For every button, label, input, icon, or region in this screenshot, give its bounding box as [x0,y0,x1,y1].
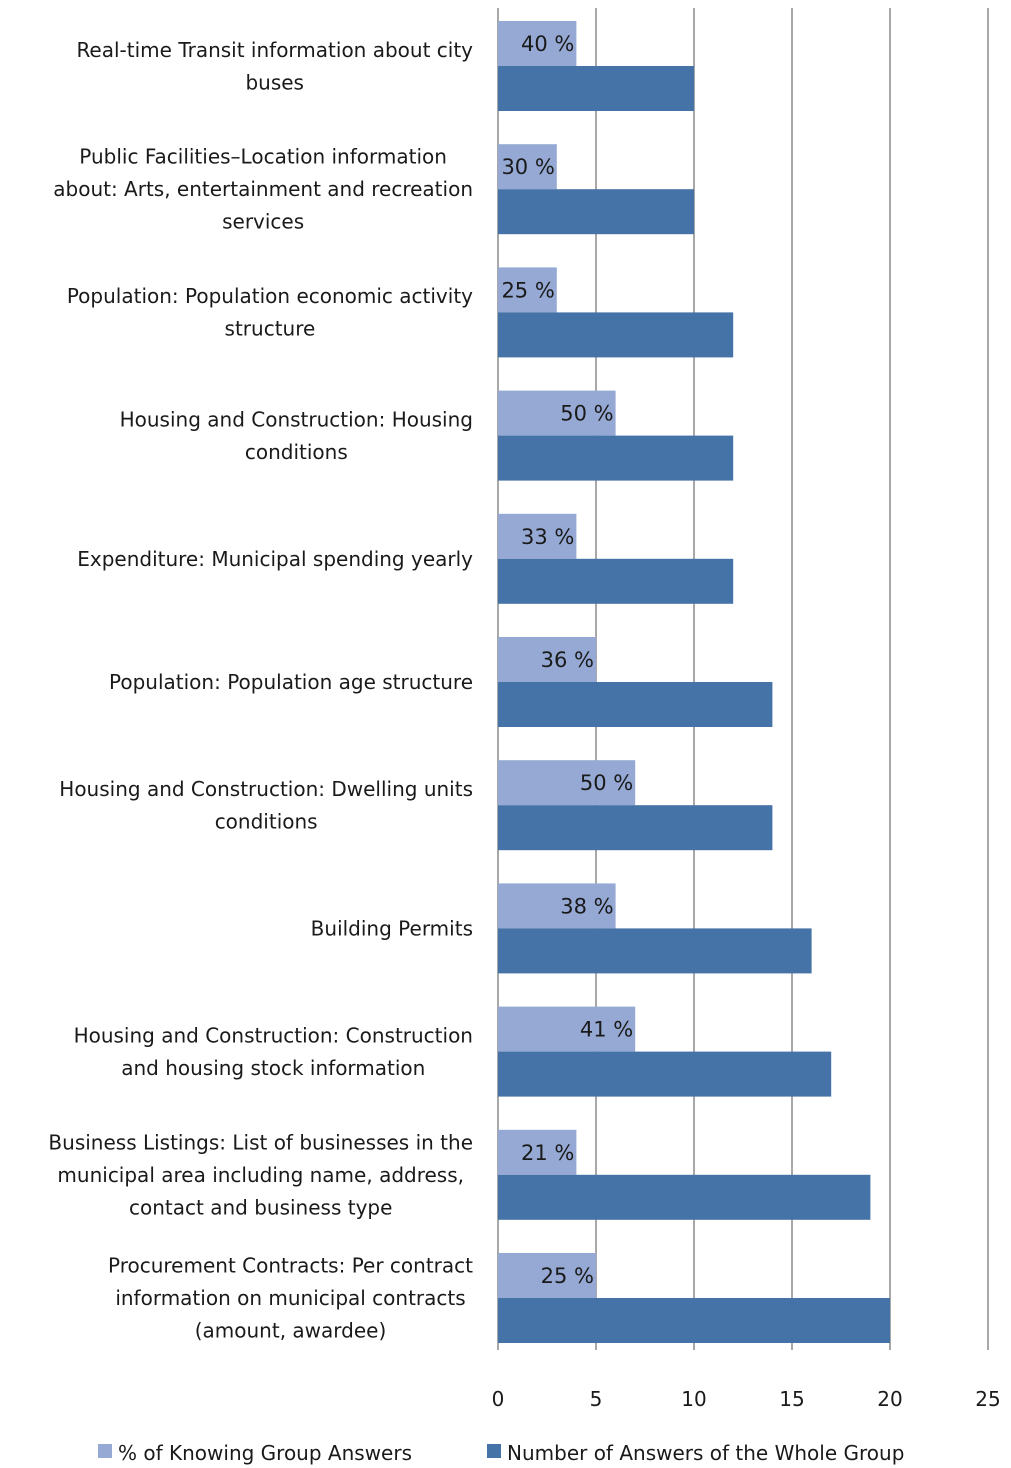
bar-whole-group [498,928,812,974]
bar-knowing-group [498,144,557,190]
category-label: services [222,210,304,234]
bar-knowing-group [498,1253,596,1298]
bar-whole-group [498,1174,871,1220]
x-tick-label: 10 [681,1387,706,1411]
data-label: 21 % [521,1141,574,1165]
category-label: contact and business type [129,1195,392,1219]
category-label: information on municipal contracts [115,1286,465,1310]
x-tick-label: 5 [590,1387,603,1411]
category-label: Real-time Transit information about city [76,38,473,62]
bar-whole-group [498,435,734,481]
category-label: structure [225,317,316,341]
x-tick-label: 20 [877,1387,902,1411]
bar-whole-group [498,189,694,235]
legend-label-whole-group: Number of Answers of the Whole Group [507,1441,904,1465]
bar-whole-group [498,805,773,851]
data-label: 41 % [580,1018,633,1042]
category-label: and housing stock information [121,1056,425,1080]
data-label: 25 % [501,278,554,302]
bar-knowing-group [498,760,636,806]
category-label: (amount, awardee) [195,1319,387,1343]
data-label: 50 % [560,402,613,426]
category-label: Procurement Contracts: Per contract [108,1254,473,1278]
legend-label-knowing-group: % of Knowing Group Answers [118,1441,412,1465]
x-tick-label: 15 [779,1387,804,1411]
data-label: 50 % [580,771,633,795]
data-label: 36 % [541,648,594,672]
category-label: Business Listings: List of businesses in… [48,1130,473,1154]
category-label: Population: Population economic activity [67,284,473,308]
category-label: about: Arts, entertainment and recreatio… [53,177,473,201]
bar-whole-group [498,682,773,727]
bar-whole-group [498,558,734,604]
category-label: conditions [215,809,318,833]
data-label: 33 % [521,525,574,549]
category-label: buses [245,70,304,94]
data-label: 30 % [501,155,554,179]
legend: % of Knowing Group Answers Number of Ans… [98,1441,904,1465]
category-label: Building Permits [311,916,473,940]
bar-whole-group [498,312,734,358]
bar-knowing-group [498,21,577,66]
bar-knowing-group [498,883,616,929]
category-label: Expenditure: Municipal spending yearly [77,547,473,571]
bar-knowing-group [498,267,557,313]
bars: 40 % 30 % 25 % 50 % 33 % 36 % 50 % 38 % 41 % 21 %… [498,21,890,1343]
category-label: Public Facilities–Location information [79,145,447,169]
bar-knowing-group [498,1006,636,1052]
bar-whole-group [498,1051,832,1097]
legend-swatch-knowing-group [98,1444,112,1458]
category-label: Housing and Construction: Construction [74,1023,473,1047]
data-label: 25 % [541,1264,594,1288]
bar-knowing-group [498,637,596,682]
category-label: Housing and Construction: Dwelling units [59,777,473,801]
category-label: municipal area including name, address, [57,1163,464,1187]
x-tick-label: 0 [492,1387,505,1411]
bar-whole-group [498,66,694,111]
category-labels: Real-time Transit information about city… [48,38,473,1343]
x-axis-ticks: 0 5 10 15 20 25 [492,1387,1001,1411]
x-tick-label: 25 [975,1387,1000,1411]
bar-knowing-group [498,513,577,559]
category-label: Population: Population age structure [109,670,473,694]
bar-knowing-group [498,390,616,436]
data-label: 38 % [560,894,613,918]
bar-knowing-group [498,1129,577,1175]
bar-whole-group [498,1298,890,1343]
data-label: 40 % [521,32,574,56]
legend-swatch-whole-group [487,1444,501,1458]
category-label: conditions [245,440,348,464]
category-label: Housing and Construction: Housing [120,407,473,431]
